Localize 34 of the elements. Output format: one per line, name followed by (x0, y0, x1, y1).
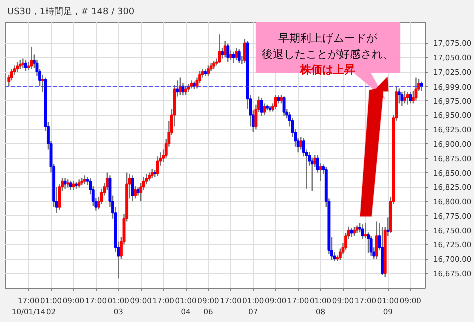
candlestick (64, 178, 67, 190)
candlestick (69, 180, 72, 191)
candlestick (300, 136, 303, 150)
candlestick (350, 227, 354, 238)
annotation: 後退したことが好感され、 (262, 48, 394, 61)
candlestick (260, 97, 264, 117)
annotation: 株価は上昇 (300, 64, 356, 77)
annotation: 早期利上げムードが (278, 32, 379, 45)
candlestick (404, 90, 406, 104)
candlestick (156, 156, 160, 177)
candlestick (229, 50, 232, 61)
candlestick (131, 175, 134, 202)
candlestick (406, 92, 410, 106)
candlestick (207, 65, 210, 77)
candlestick (400, 92, 404, 107)
candlestick (218, 34, 222, 64)
candlestick (370, 236, 373, 257)
candlestick (375, 221, 378, 260)
candlestick (409, 92, 412, 104)
candlestick (232, 51, 236, 64)
candlestick (30, 46, 34, 70)
candlestick (274, 94, 278, 110)
candlestick (22, 58, 25, 69)
candlestick (398, 88, 401, 104)
candlestick (235, 48, 238, 62)
candlestick (361, 224, 364, 240)
chart-title: US30 , 1時間足 , # 148 / 300 (8, 6, 135, 18)
candlestick (16, 62, 20, 73)
candlestick (238, 48, 241, 64)
candlestick (198, 70, 202, 84)
candlestick (226, 43, 230, 63)
candlestick (24, 59, 28, 72)
candlestick (150, 168, 154, 180)
candlestick (282, 96, 286, 117)
